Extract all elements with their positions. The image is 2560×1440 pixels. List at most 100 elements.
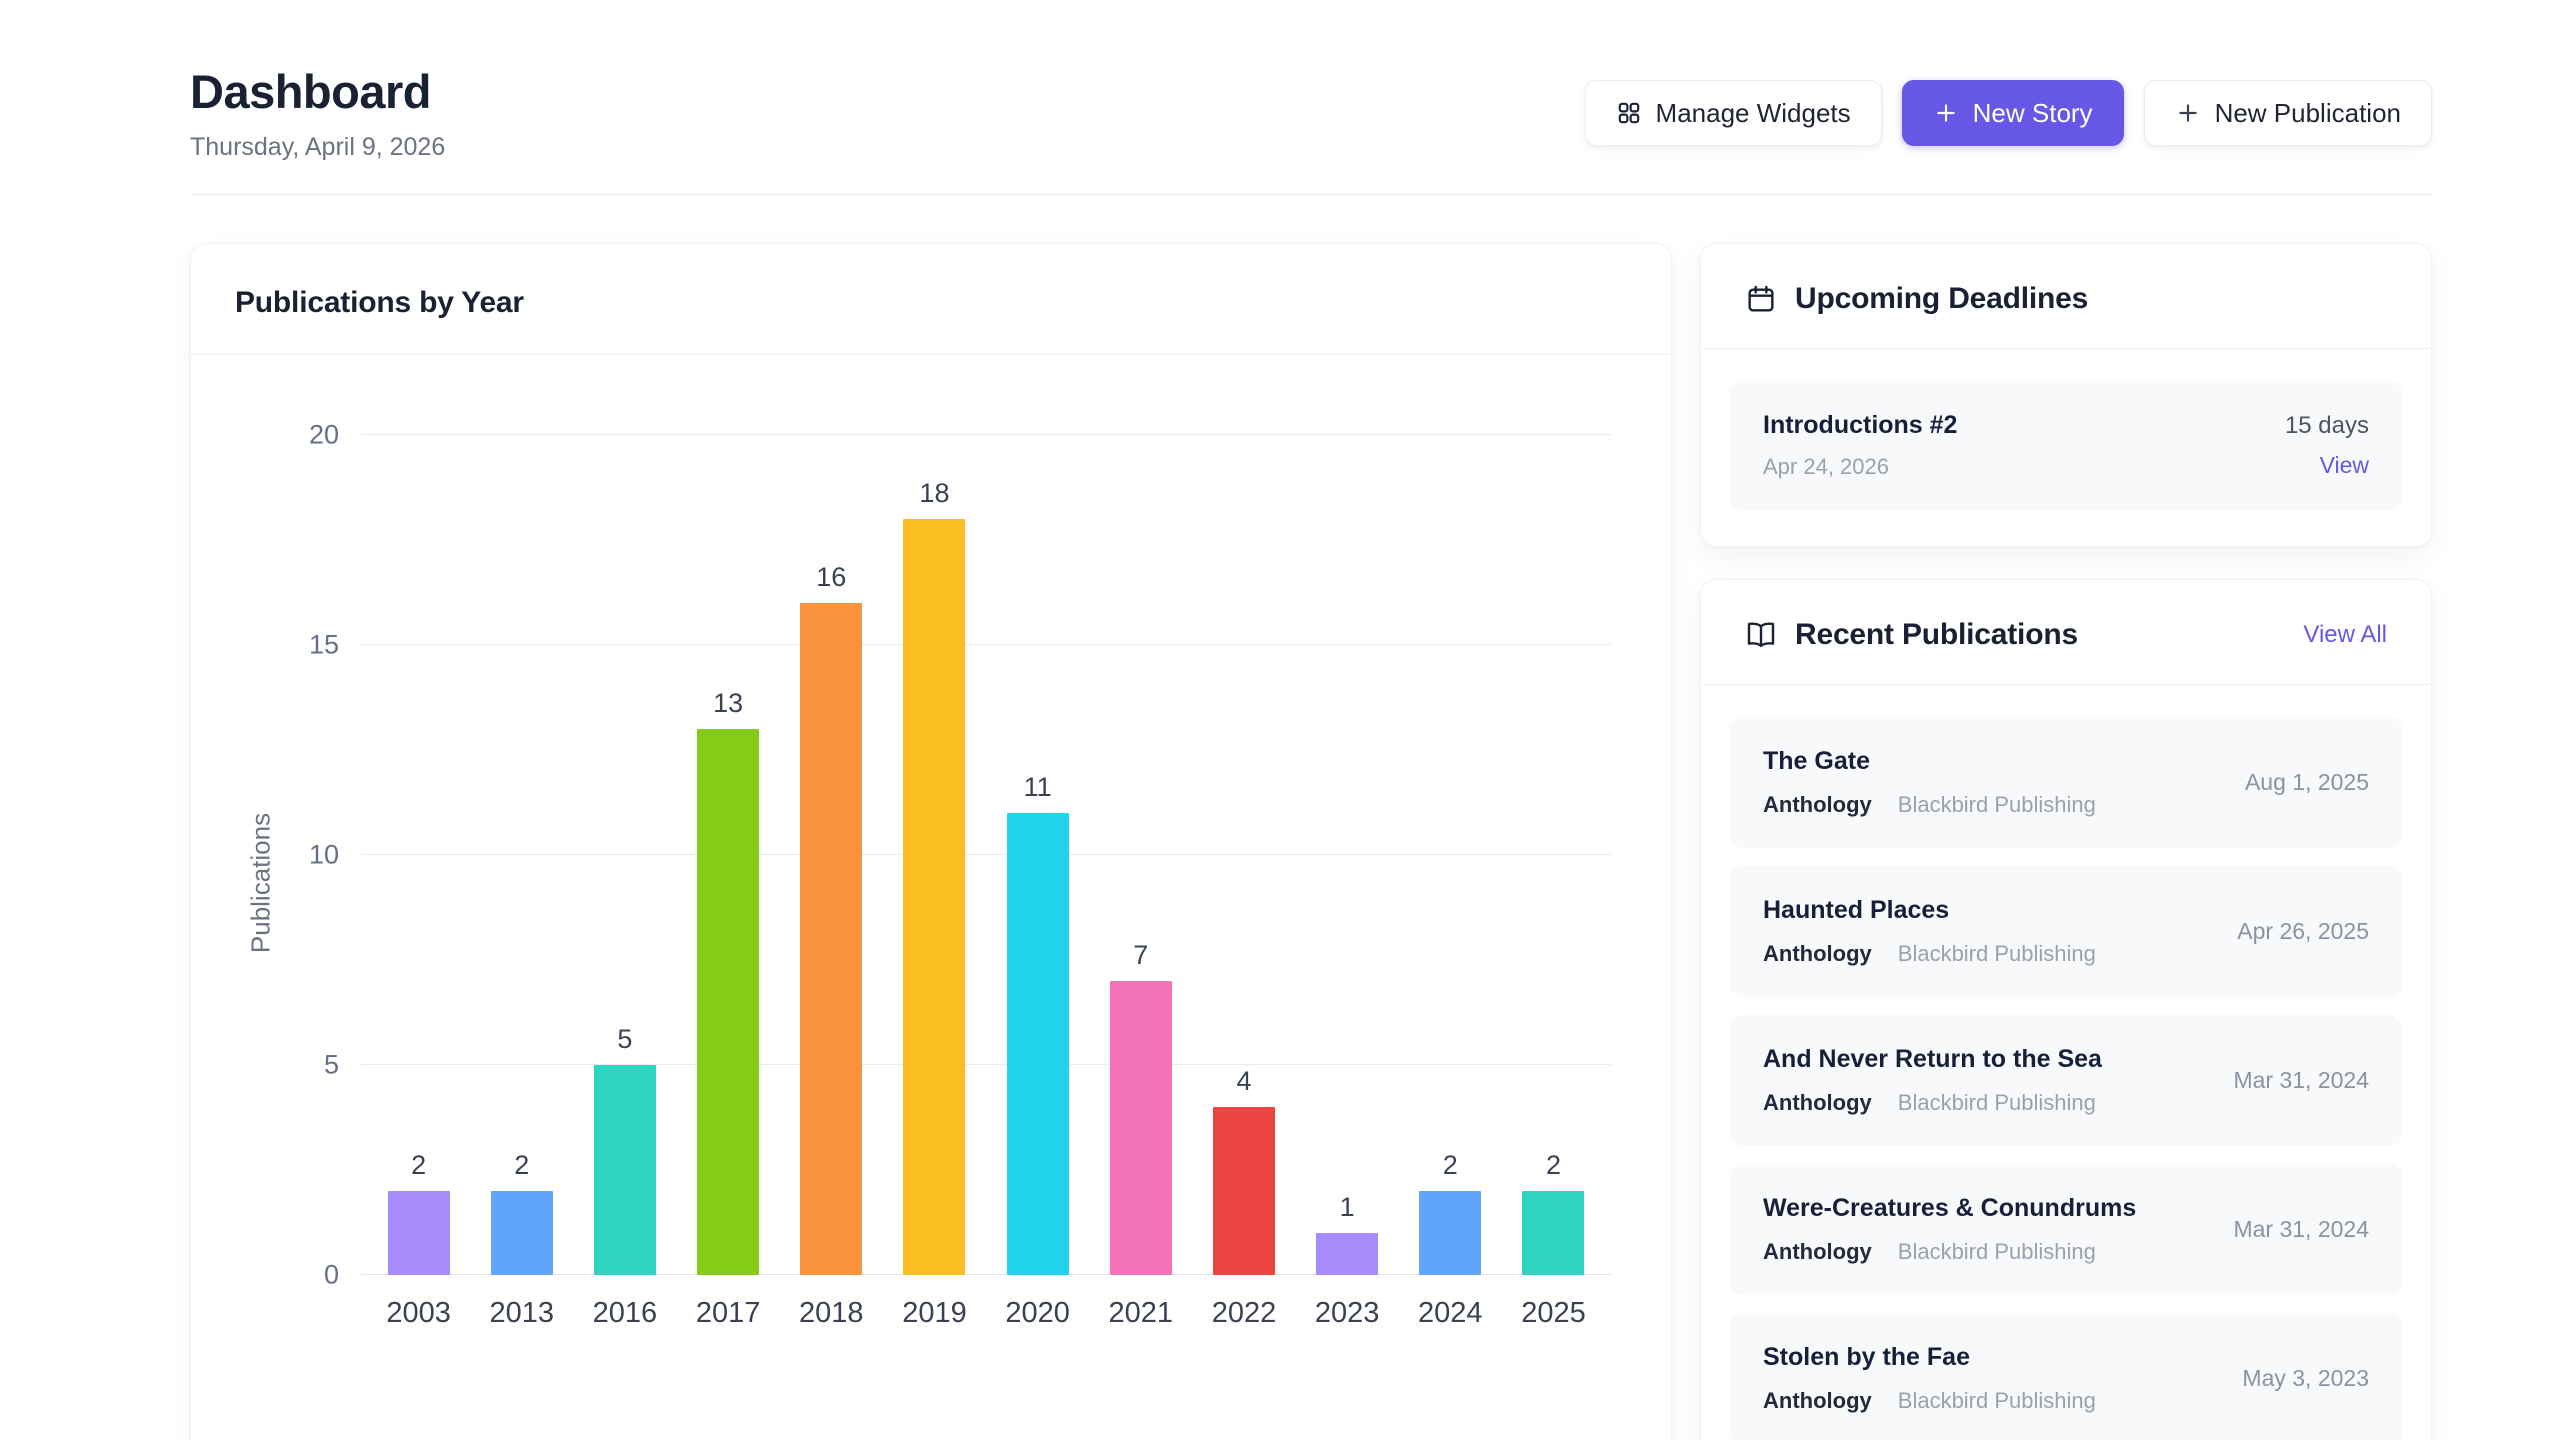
- bar-2018[interactable]: [800, 603, 863, 1275]
- bar-group-2022: 4: [1192, 435, 1295, 1275]
- x-tick-2018: 2018: [799, 1297, 864, 1329]
- manage-widgets-button[interactable]: Manage Widgets: [1584, 80, 1882, 146]
- bar-group-2023: 1: [1296, 435, 1399, 1275]
- publication-date: Mar 31, 2024: [2233, 1216, 2369, 1242]
- bar-2017[interactable]: [697, 729, 760, 1275]
- deadlines-card-header: Upcoming Deadlines: [1701, 244, 2431, 349]
- y-axis-label-wrap: Publications: [231, 435, 291, 1330]
- bar-value-label: 1: [1339, 1192, 1355, 1222]
- page-date: Thursday, April 9, 2026: [190, 133, 446, 161]
- publication-item[interactable]: Haunted Places Anthology Blackbird Publish…: [1729, 866, 2403, 997]
- bar-group-2021: 7: [1089, 435, 1192, 1275]
- publications-card-header: Recent Publications View All: [1701, 580, 2431, 685]
- publication-date: Aug 1, 2025: [2244, 769, 2369, 795]
- publication-date: May 3, 2023: [2242, 1365, 2369, 1391]
- publication-item-meta: Anthology Blackbird Publishing: [1763, 1388, 2096, 1414]
- gridline-5: [361, 1064, 1611, 1065]
- publications-by-year-card: Publications by Year Publications 20 15 10…: [190, 243, 1672, 1440]
- publication-item[interactable]: Stolen by the Fae Anthology Blackbird Publ…: [1729, 1313, 2403, 1440]
- deadline-item-title: Introductions #2: [1763, 411, 1958, 439]
- deadline-item-info: Introductions #2 Apr 24, 2026: [1763, 411, 1957, 480]
- publication-publisher: Blackbird Publishing: [1897, 1388, 2096, 1413]
- bar-2024[interactable]: [1419, 1191, 1482, 1275]
- bar-value-label: 18: [919, 478, 950, 508]
- view-all-link[interactable]: View All: [2303, 621, 2387, 648]
- header-divider: [190, 194, 2432, 195]
- bar-2013[interactable]: [490, 1191, 553, 1275]
- bar-group-2024: 2: [1399, 435, 1502, 1275]
- publication-item[interactable]: The Gate Anthology Blackbird Publishing Aug…: [1729, 717, 2403, 848]
- y-axis-label: Publications: [245, 812, 276, 953]
- y-tick-5: 5: [323, 1049, 339, 1080]
- publication-date: Mar 31, 2024: [2233, 1067, 2369, 1093]
- y-tick-15: 15: [308, 629, 339, 660]
- bar-group-2016: 5: [573, 435, 676, 1275]
- bar-2022[interactable]: [1212, 1107, 1275, 1275]
- y-tick-10: 10: [308, 839, 339, 870]
- manage-widgets-label: Manage Widgets: [1655, 97, 1851, 128]
- bar-group-2003: 2: [367, 435, 470, 1275]
- x-tick-2022: 2022: [1211, 1297, 1277, 1329]
- sidebar: Upcoming Deadlines Introductions #2 Apr 2…: [1700, 243, 2432, 1440]
- bar-2020[interactable]: [1006, 813, 1069, 1275]
- publication-item-title: Haunted Places: [1763, 896, 1950, 924]
- bar-group-2018: 16: [780, 435, 883, 1275]
- x-axis-labels: 2003 2013 2016 2017 2018 2019 2020 2021 2022 2023…: [361, 1297, 1611, 1330]
- y-tick-20: 20: [308, 419, 339, 450]
- page-title-block: Dashboard Thursday, April 9, 2026: [190, 64, 445, 162]
- gridline-15: [361, 644, 1611, 645]
- bar-value-label: 7: [1133, 940, 1149, 970]
- bar-2023[interactable]: [1316, 1233, 1379, 1275]
- bar-2019[interactable]: [903, 519, 966, 1275]
- bar-group-2019: 18: [883, 435, 986, 1275]
- bar-2016[interactable]: [593, 1065, 656, 1275]
- publication-item-meta: Anthology Blackbird Publishing: [1763, 1239, 2136, 1265]
- deadline-item-actions: 15 days View: [2285, 412, 2369, 479]
- y-tick-0: 0: [323, 1259, 339, 1290]
- chart-card-header: Publications by Year: [191, 244, 1671, 355]
- new-publication-button[interactable]: New Publication: [2143, 80, 2432, 146]
- chart-plot-area: 20 15 10 5 0 2 2 5 13 16 18 11 7 4 1 2 2: [309, 420, 1611, 1290]
- bars-row: 2 2 5 13 16 18 11 7 4 1 2 2: [367, 435, 1605, 1275]
- publication-item-side: May 3, 2023: [2242, 1365, 2369, 1392]
- x-tick-2023: 2023: [1314, 1297, 1380, 1329]
- x-tick-2021: 2021: [1108, 1297, 1174, 1329]
- publication-item-title: Stolen by the Fae: [1763, 1343, 1970, 1371]
- publication-publisher: Blackbird Publishing: [1897, 1239, 2096, 1264]
- deadline-list: Introductions #2 Apr 24, 2026 15 days View: [1701, 349, 2431, 546]
- publication-item[interactable]: And Never Return to the Sea Anthology Blac…: [1729, 1015, 2403, 1146]
- bar-2021[interactable]: [1109, 981, 1172, 1275]
- bar-value-label: 2: [411, 1150, 427, 1180]
- new-story-button[interactable]: New Story: [1901, 80, 2124, 146]
- plus-icon: [1933, 100, 1959, 126]
- deadline-item-date: Apr 24, 2026: [1763, 454, 1889, 479]
- x-tick-2019: 2019: [902, 1297, 967, 1329]
- publication-item-side: Aug 1, 2025: [2245, 769, 2369, 796]
- publication-item[interactable]: Were-Creatures & Conundrums Anthology Blac…: [1729, 1164, 2403, 1295]
- deadline-item[interactable]: Introductions #2 Apr 24, 2026 15 days View: [1729, 381, 2403, 510]
- x-tick-2013: 2013: [489, 1297, 555, 1329]
- bar-2025[interactable]: [1522, 1191, 1585, 1275]
- publication-item-meta: Anthology Blackbird Publishing: [1763, 1090, 2102, 1116]
- publication-item-meta: Anthology Blackbird Publishing: [1763, 941, 2096, 967]
- bar-group-2013: 2: [470, 435, 573, 1275]
- deadline-days-remaining: 15 days: [2284, 412, 2369, 439]
- publication-item-side: Apr 26, 2025: [2237, 918, 2369, 945]
- new-story-label: New Story: [1972, 97, 2093, 128]
- publication-item-info: Were-Creatures & Conundrums Anthology Blac…: [1763, 1194, 2136, 1265]
- bar-group-2017: 13: [677, 435, 780, 1275]
- publication-item-info: Stolen by the Fae Anthology Blackbird Publ…: [1763, 1343, 2096, 1414]
- publications-title: Recent Publications: [1795, 618, 2078, 651]
- recent-publications-card: Recent Publications View All The Gate Ant…: [1700, 579, 2432, 1440]
- bar-value-label: 5: [617, 1024, 633, 1054]
- grid-icon: [1616, 100, 1642, 126]
- header-actions: Manage Widgets New Story New Publication: [1584, 80, 2432, 146]
- deadline-view-link[interactable]: View: [2319, 452, 2369, 478]
- bar-2003[interactable]: [387, 1191, 450, 1275]
- page-header: Dashboard Thursday, April 9, 2026 Manage…: [190, 64, 2432, 162]
- publication-publisher: Blackbird Publishing: [1897, 1090, 2096, 1115]
- publication-list: The Gate Anthology Blackbird Publishing Aug…: [1701, 685, 2431, 1440]
- bar-group-2025: 2: [1502, 435, 1605, 1275]
- gridline-10: [361, 854, 1611, 855]
- bar-value-label: 11: [1023, 772, 1052, 802]
